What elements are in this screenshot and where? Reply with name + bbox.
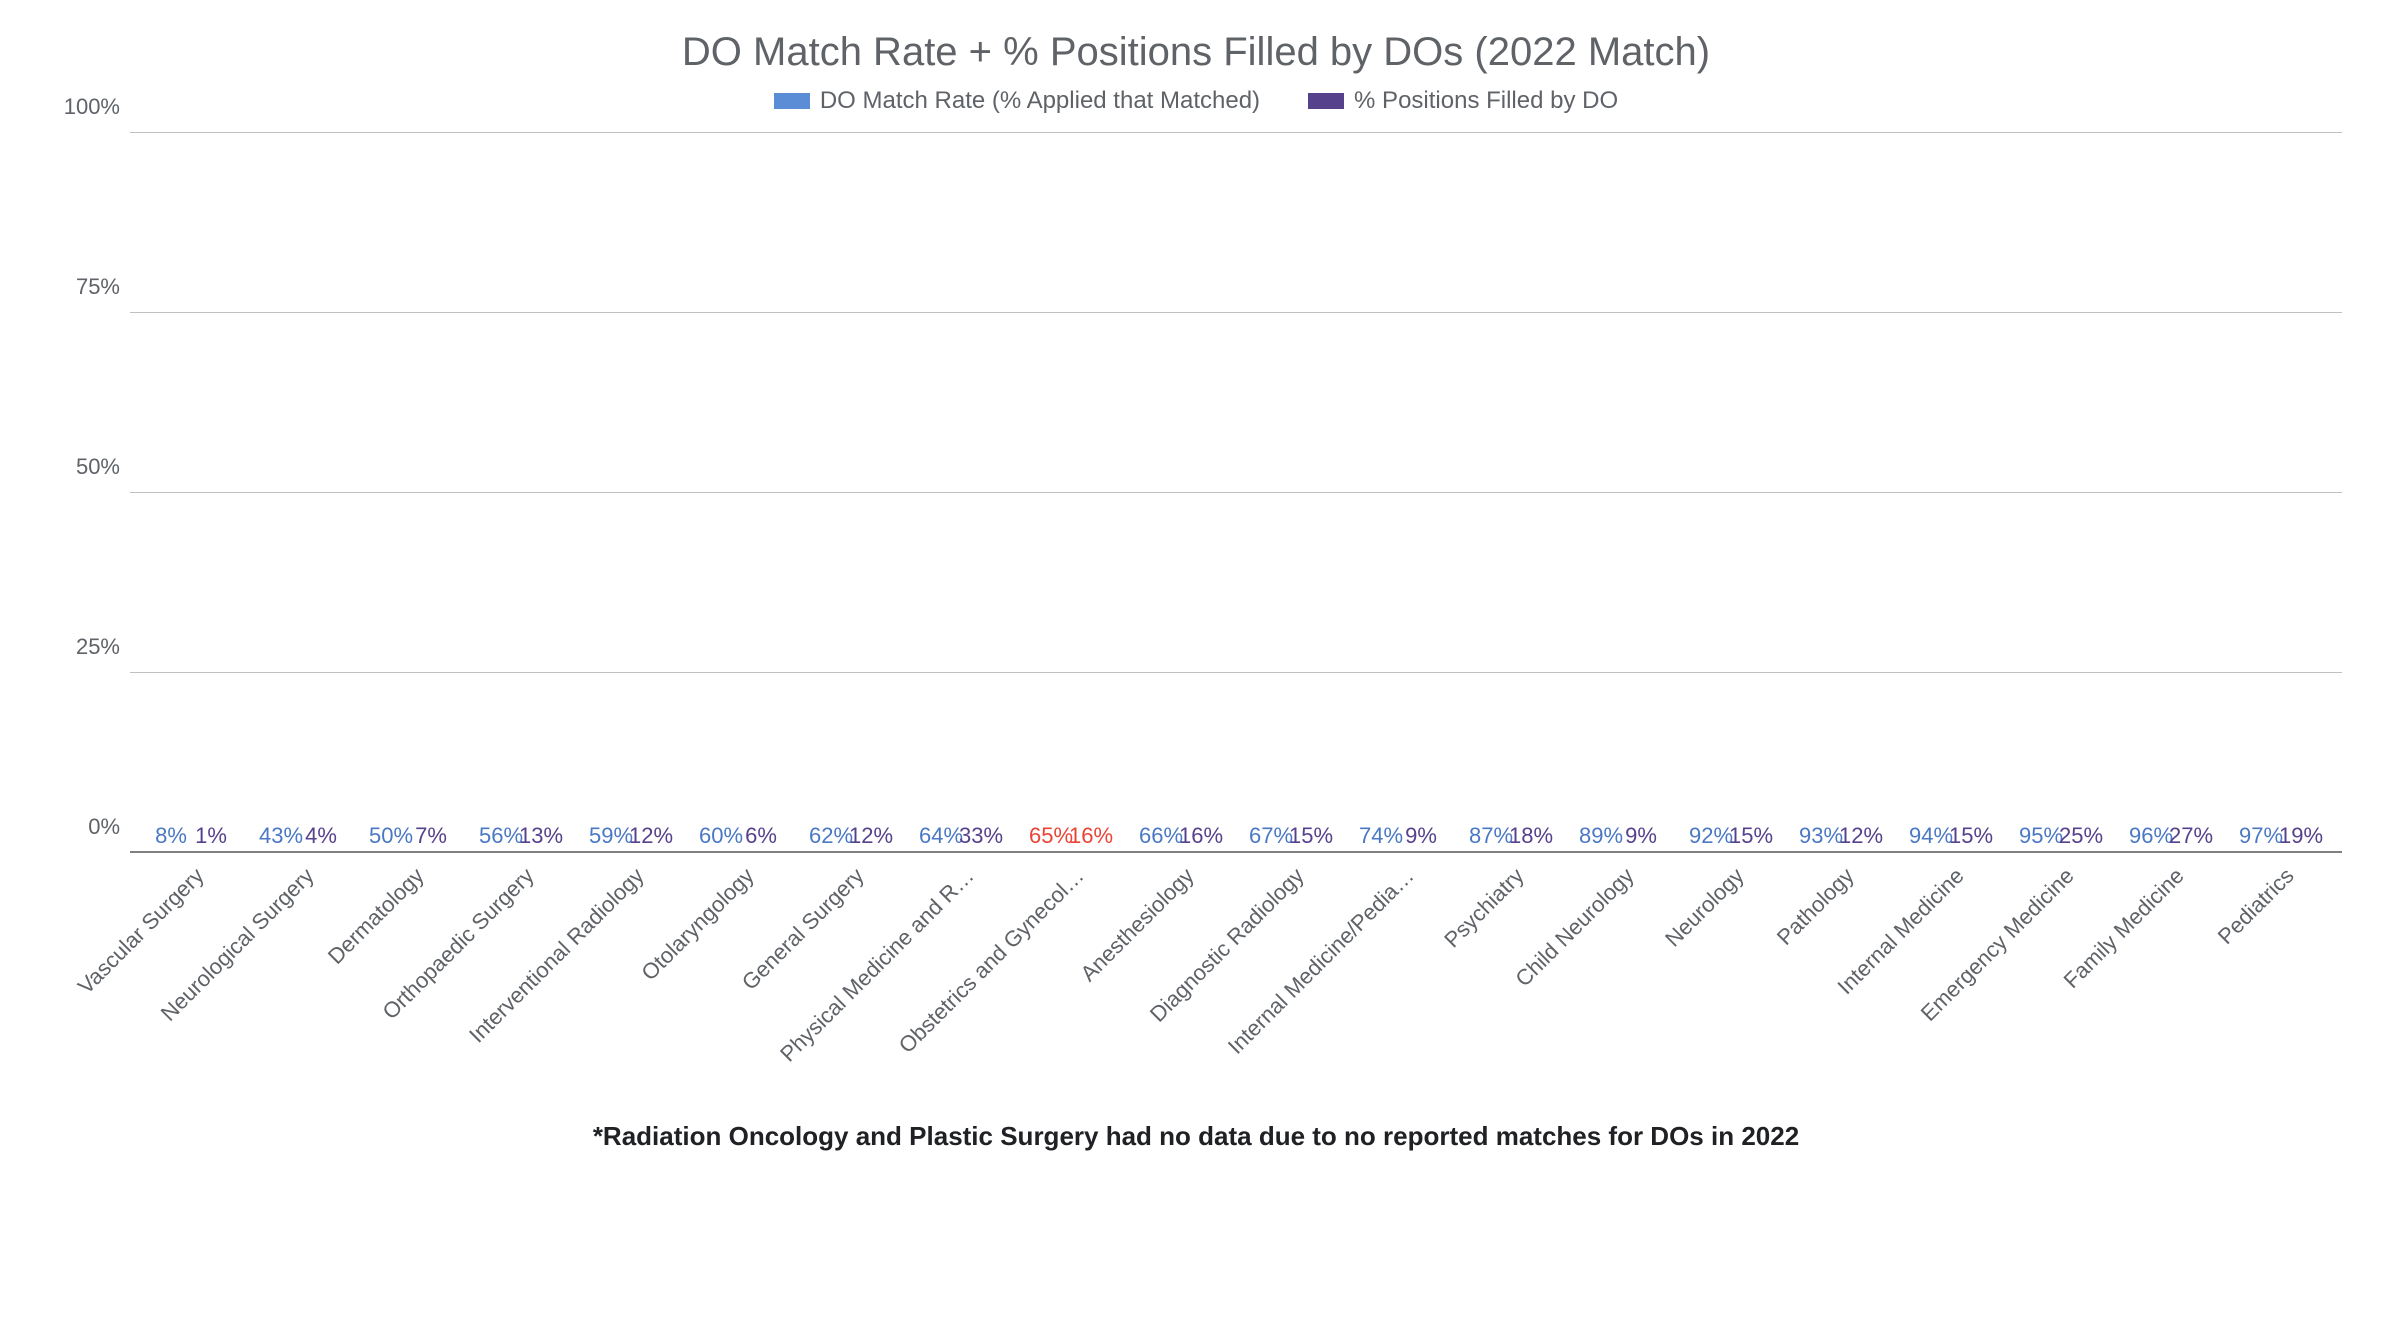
chart-title: DO Match Rate + % Positions Filled by DO…	[40, 30, 2352, 75]
x-label-slot: Internal Medicine/Pedia…	[1346, 863, 1456, 1113]
y-tick: 0%	[60, 814, 120, 840]
bar-value-label: 74%	[1359, 823, 1403, 849]
bar-value-label: 33%	[959, 823, 1003, 849]
bar-value-label: 16%	[1069, 823, 1113, 849]
bar-value-label: 89%	[1579, 823, 1623, 849]
bar-value-label: 92%	[1689, 823, 1733, 849]
x-axis-baseline	[130, 851, 2342, 853]
x-label-slot: Psychiatry	[1456, 863, 1566, 1113]
bar-value-label: 87%	[1469, 823, 1513, 849]
bar-value-label: 96%	[2129, 823, 2173, 849]
bar-value-label: 59%	[589, 823, 633, 849]
bar-value-label: 12%	[849, 823, 893, 849]
x-label-slot: Pediatrics	[2226, 863, 2336, 1113]
bar-value-label: 19%	[2279, 823, 2323, 849]
bar-value-label: 60%	[699, 823, 743, 849]
bar-value-label: 18%	[1509, 823, 1553, 849]
legend-item-b: % Positions Filled by DO	[1308, 87, 1618, 115]
chart-container: DO Match Rate + % Positions Filled by DO…	[40, 30, 2352, 1152]
bar-value-label: 15%	[1729, 823, 1773, 849]
x-label-slot: Neurological Surgery	[246, 863, 356, 1113]
x-axis-labels: Vascular SurgeryNeurological SurgeryDerm…	[130, 863, 2342, 1113]
bar-value-label: 65%	[1029, 823, 1073, 849]
bar-value-label: 13%	[519, 823, 563, 849]
y-tick: 75%	[60, 274, 120, 300]
legend-label-b: % Positions Filled by DO	[1354, 87, 1618, 115]
x-label-slot: Interventional Radiology	[576, 863, 686, 1113]
chart-footnote: *Radiation Oncology and Plastic Surgery …	[40, 1121, 2352, 1152]
x-label-slot: Neurology	[1676, 863, 1786, 1113]
bars-area: 8%1%43%4%50%7%56%13%59%12%60%6%62%12%64%…	[130, 133, 2342, 853]
y-tick: 100%	[60, 94, 120, 120]
legend-swatch-b	[1308, 93, 1344, 109]
bar-value-label: 6%	[745, 823, 777, 849]
bar-value-label: 50%	[369, 823, 413, 849]
bar-value-label: 12%	[1839, 823, 1883, 849]
bar-value-label: 94%	[1909, 823, 1953, 849]
bar-value-label: 97%	[2239, 823, 2283, 849]
legend-item-a: DO Match Rate (% Applied that Matched)	[774, 87, 1260, 115]
bar-value-label: 27%	[2169, 823, 2213, 849]
bar-value-label: 16%	[1179, 823, 1223, 849]
bar-value-label: 1%	[195, 823, 227, 849]
x-axis-label: Pediatrics	[2213, 863, 2300, 950]
bar-value-label: 95%	[2019, 823, 2063, 849]
bar-value-label: 7%	[415, 823, 447, 849]
bar-value-label: 9%	[1405, 823, 1437, 849]
legend-label-a: DO Match Rate (% Applied that Matched)	[820, 87, 1260, 115]
y-axis: 0%25%50%75%100%	[60, 133, 120, 853]
bar-value-label: 8%	[155, 823, 187, 849]
bar-value-label: 67%	[1249, 823, 1293, 849]
bar-value-label: 93%	[1799, 823, 1843, 849]
x-label-slot: Obstetrics and Gynecol…	[1016, 863, 1126, 1113]
bar-value-label: 4%	[305, 823, 337, 849]
bar-value-label: 62%	[809, 823, 853, 849]
y-tick: 50%	[60, 454, 120, 480]
bar-value-label: 25%	[2059, 823, 2103, 849]
y-tick: 25%	[60, 634, 120, 660]
bar-value-label: 12%	[629, 823, 673, 849]
chart-legend: DO Match Rate (% Applied that Matched) %…	[40, 87, 2352, 115]
bar-value-label: 9%	[1625, 823, 1657, 849]
chart-plot-area: 0%25%50%75%100% 8%1%43%4%50%7%56%13%59%1…	[130, 133, 2342, 853]
x-label-slot: Child Neurology	[1566, 863, 1676, 1113]
legend-swatch-a	[774, 93, 810, 109]
bar-value-label: 15%	[1949, 823, 1993, 849]
bar-value-label: 64%	[919, 823, 963, 849]
bar-value-label: 43%	[259, 823, 303, 849]
x-label-slot: Otolaryngology	[686, 863, 796, 1113]
bar-value-label: 15%	[1289, 823, 1333, 849]
x-label-slot: Family Medicine	[2116, 863, 2226, 1113]
x-label-slot: Emergency Medicine	[2006, 863, 2116, 1113]
bar-value-label: 66%	[1139, 823, 1183, 849]
bar-value-label: 56%	[479, 823, 523, 849]
